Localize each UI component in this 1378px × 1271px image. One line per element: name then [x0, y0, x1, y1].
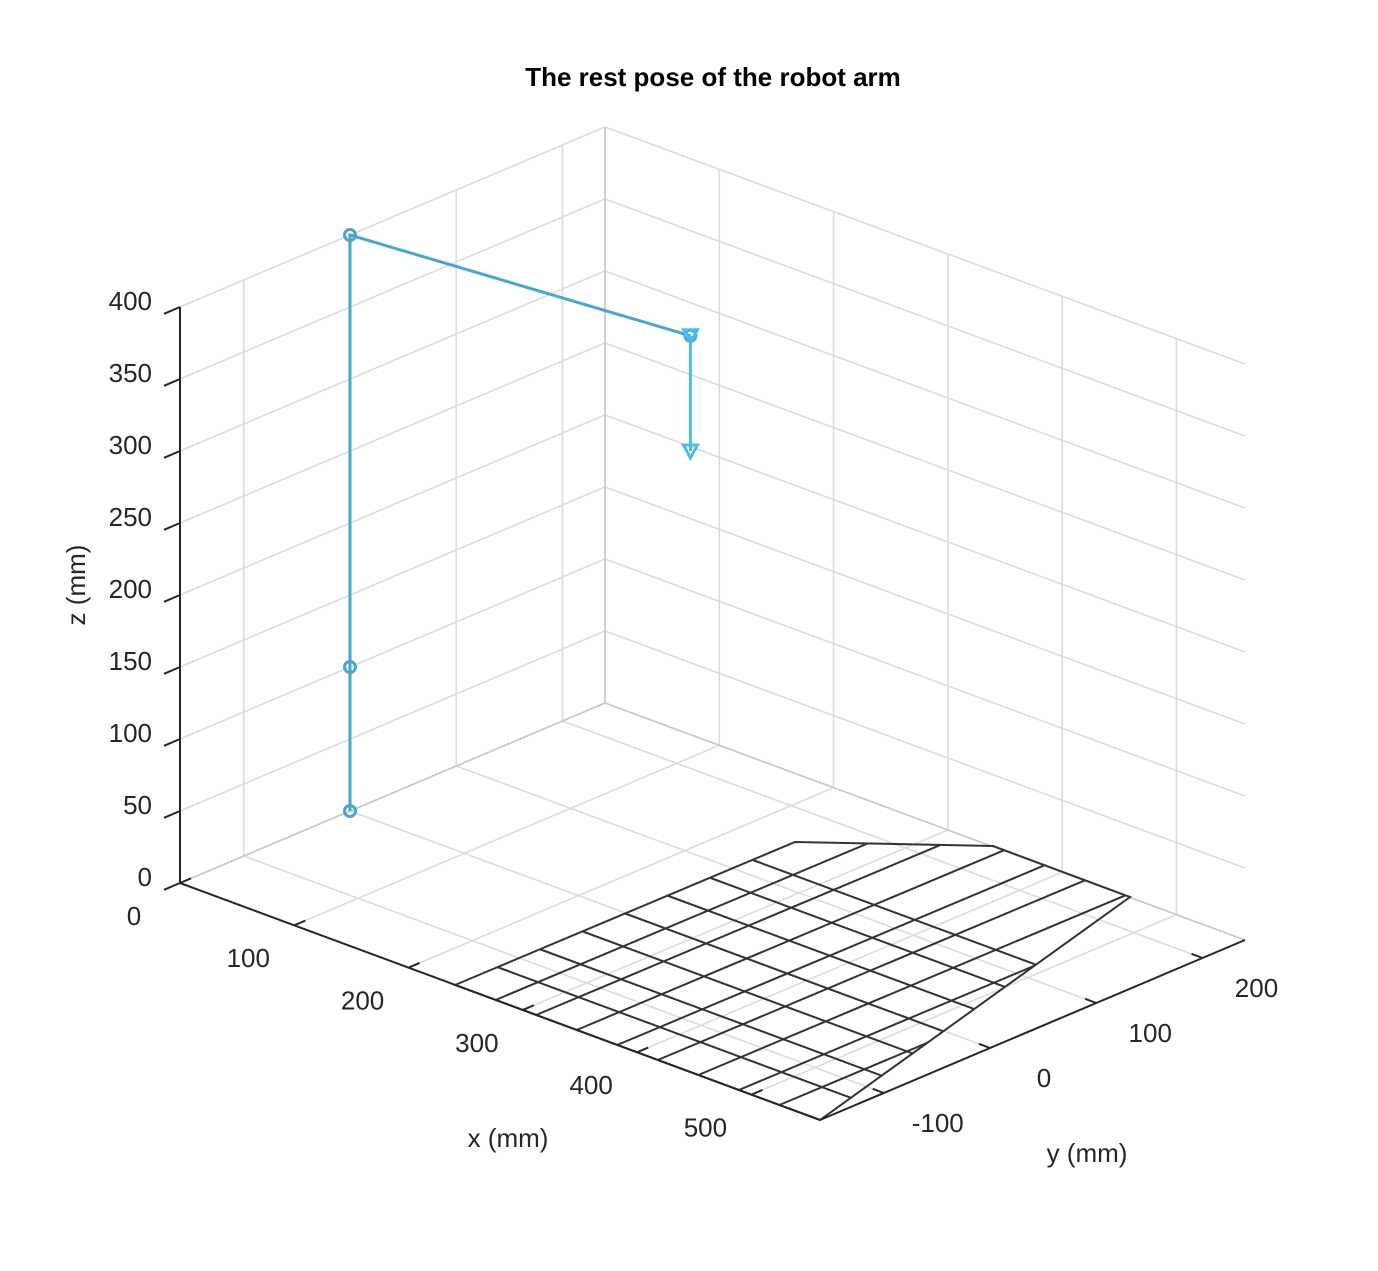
grid-line — [179, 486, 606, 668]
z-tick-label: 200 — [109, 574, 152, 604]
joint-marker — [680, 443, 700, 462]
mat-line — [539, 948, 883, 1077]
mat-line — [624, 912, 944, 1033]
grid-line — [179, 342, 606, 524]
y-tick-label: -100 — [912, 1108, 964, 1138]
axis-line — [819, 939, 1246, 1121]
arm-link — [348, 232, 691, 811]
grid-line — [179, 270, 606, 452]
mat-line — [535, 844, 941, 1016]
floor-mat — [452, 840, 1133, 1122]
grid-line — [562, 720, 1203, 959]
x-tick-label: 100 — [227, 943, 270, 973]
z-tick-label: 300 — [109, 430, 152, 460]
z-tick — [163, 738, 181, 747]
z-tick — [163, 306, 181, 315]
mat-border — [452, 840, 1133, 1122]
chart-title: The rest pose of the robot arm — [525, 62, 901, 92]
x-tick — [522, 1004, 535, 1011]
y-tick — [1191, 952, 1203, 959]
mat-line — [497, 966, 852, 1099]
x-axis-label: x (mm) — [468, 1123, 549, 1153]
mat-line — [738, 964, 1035, 1091]
mat-line — [697, 894, 1126, 1076]
grid-line — [179, 198, 606, 380]
y-tick — [872, 1087, 885, 1094]
mat-line — [709, 876, 1006, 988]
plot-area: 0 100 200 300 400 500 -100 0 100 200 0 50 100 150 200 2… — [109, 126, 1278, 1142]
z-tick — [163, 450, 181, 459]
grid-line — [243, 855, 885, 1094]
grid-line — [604, 198, 1246, 437]
y-tick-label: 0 — [1037, 1063, 1051, 1093]
z-tick — [163, 522, 181, 531]
mat-line — [576, 849, 1005, 1031]
z-tick-label: 0 — [138, 862, 152, 892]
z-tick-label: 400 — [109, 286, 152, 316]
x-tick — [408, 962, 420, 969]
z-tick-label: 100 — [109, 718, 152, 748]
mat-line — [667, 894, 975, 1011]
z-tick — [163, 594, 181, 603]
joint-marker — [680, 328, 700, 346]
grid-line — [293, 744, 720, 927]
box-edge — [179, 702, 606, 884]
mat-line — [752, 858, 1037, 966]
grid-line — [604, 486, 1246, 725]
mat-line — [657, 879, 1086, 1061]
z-axis-label: z (mm) — [61, 545, 91, 626]
x-tick — [293, 919, 306, 927]
grid-line — [604, 630, 1246, 869]
z-tick — [163, 882, 181, 891]
grid-line — [604, 342, 1246, 581]
z-tick-label: 150 — [109, 646, 152, 676]
z-tick — [163, 810, 181, 819]
joint-marker — [343, 228, 357, 242]
x-tick-label: 0 — [127, 901, 141, 931]
mat-line — [495, 842, 869, 1001]
joint-marker — [343, 660, 357, 674]
mat-line — [616, 864, 1046, 1046]
z-tick — [163, 666, 181, 675]
z-tick-label: 250 — [109, 502, 152, 532]
grid-line — [604, 558, 1246, 797]
joint-marker — [343, 804, 357, 818]
grid-line — [179, 126, 606, 308]
z-tick — [163, 378, 181, 387]
x-tick — [751, 1088, 763, 1096]
mat-line — [582, 930, 913, 1055]
y-tick — [1084, 997, 1097, 1004]
grid-line — [179, 630, 606, 812]
mat-line — [779, 1041, 928, 1106]
y-tick-label: 100 — [1129, 1018, 1172, 1048]
z-tick-label: 50 — [123, 790, 152, 820]
y-tick-label: 200 — [1235, 973, 1278, 1003]
x-tick — [179, 877, 192, 884]
z-tick-label: 350 — [109, 358, 152, 388]
y-axis-label: y (mm) — [1047, 1138, 1128, 1168]
grid-line — [179, 558, 606, 740]
y-tick — [978, 1042, 991, 1049]
x-tick-label: 300 — [455, 1028, 498, 1058]
x-tick-label: 200 — [341, 986, 384, 1016]
grid-line — [179, 414, 606, 596]
grid-line — [604, 270, 1246, 509]
grid-line — [604, 414, 1246, 653]
x-tick — [636, 1046, 649, 1054]
grid-line — [408, 786, 834, 969]
x-tick-label: 400 — [569, 1070, 612, 1100]
grid-line — [455, 765, 1097, 1004]
box-edge — [604, 702, 1246, 941]
x-tick-label: 500 — [684, 1112, 727, 1142]
grid-line — [604, 126, 1246, 365]
axis-line — [179, 882, 821, 1121]
